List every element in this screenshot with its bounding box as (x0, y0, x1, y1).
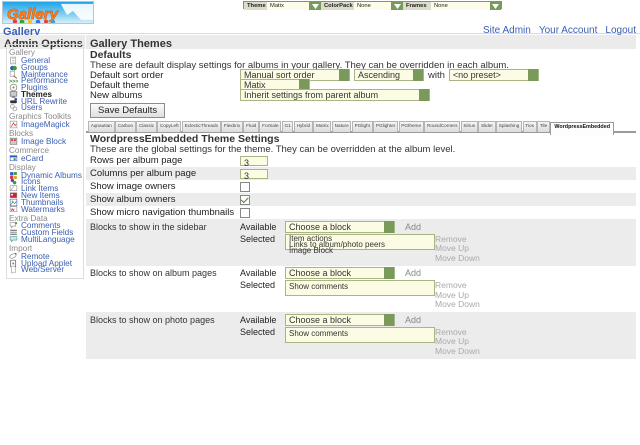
svg-text:W: W (11, 207, 15, 212)
